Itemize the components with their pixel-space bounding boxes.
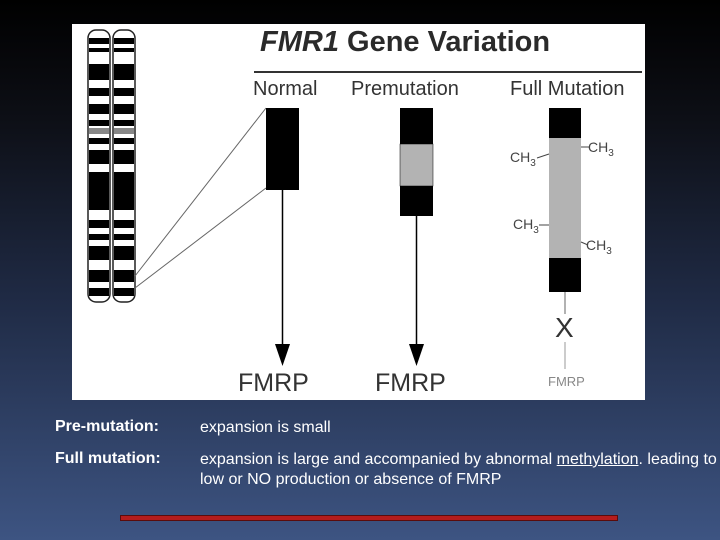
definition-description: expansion is small [200, 419, 331, 436]
fmrp-full-mutation-label: FMRP [548, 374, 585, 389]
methylation-link[interactable]: methylation [556, 451, 639, 468]
fmrp-premutation-label: FMRP [375, 369, 446, 397]
methyl-label: CH3 [588, 139, 614, 159]
definition-term: Full mutation: [55, 450, 161, 467]
column-label-full-mutation: Full Mutation [510, 78, 625, 100]
methyl-label: CH3 [586, 237, 612, 257]
premutation-gene-bar [399, 108, 434, 366]
definition-row-full-mutation: Full mutation: expansion is large and ac… [55, 450, 720, 490]
zoom-lines [134, 107, 267, 289]
column-label-premutation: Premutation [351, 78, 459, 100]
definition-term: Pre-mutation: [55, 418, 159, 435]
gene-name: FMR1 [260, 26, 339, 58]
accent-bar [120, 515, 618, 521]
definitions-list: Pre-mutation: expansion is small Full mu… [55, 418, 720, 490]
figure-title: FMR1 Gene Variation [260, 26, 550, 59]
title-rest: Gene Variation [347, 26, 551, 58]
chromosome [87, 29, 136, 303]
column-label-normal: Normal [253, 78, 318, 100]
blocked-x-icon: X [555, 312, 574, 343]
normal-gene-bar [266, 108, 299, 366]
fmr1-figure: FMR1 Gene Variation Normal Premutation F… [72, 24, 645, 400]
definition-row-premutation: Pre-mutation: expansion is small [55, 418, 720, 438]
methyl-label: CH3 [513, 216, 539, 236]
fmr1-diagram [87, 29, 642, 369]
definition-description: expansion is large and accompanied by ab… [200, 451, 717, 488]
methyl-label: CH3 [510, 149, 536, 169]
fmrp-normal-label: FMRP [238, 369, 309, 397]
full-mutation-gene-bar [536, 108, 590, 369]
